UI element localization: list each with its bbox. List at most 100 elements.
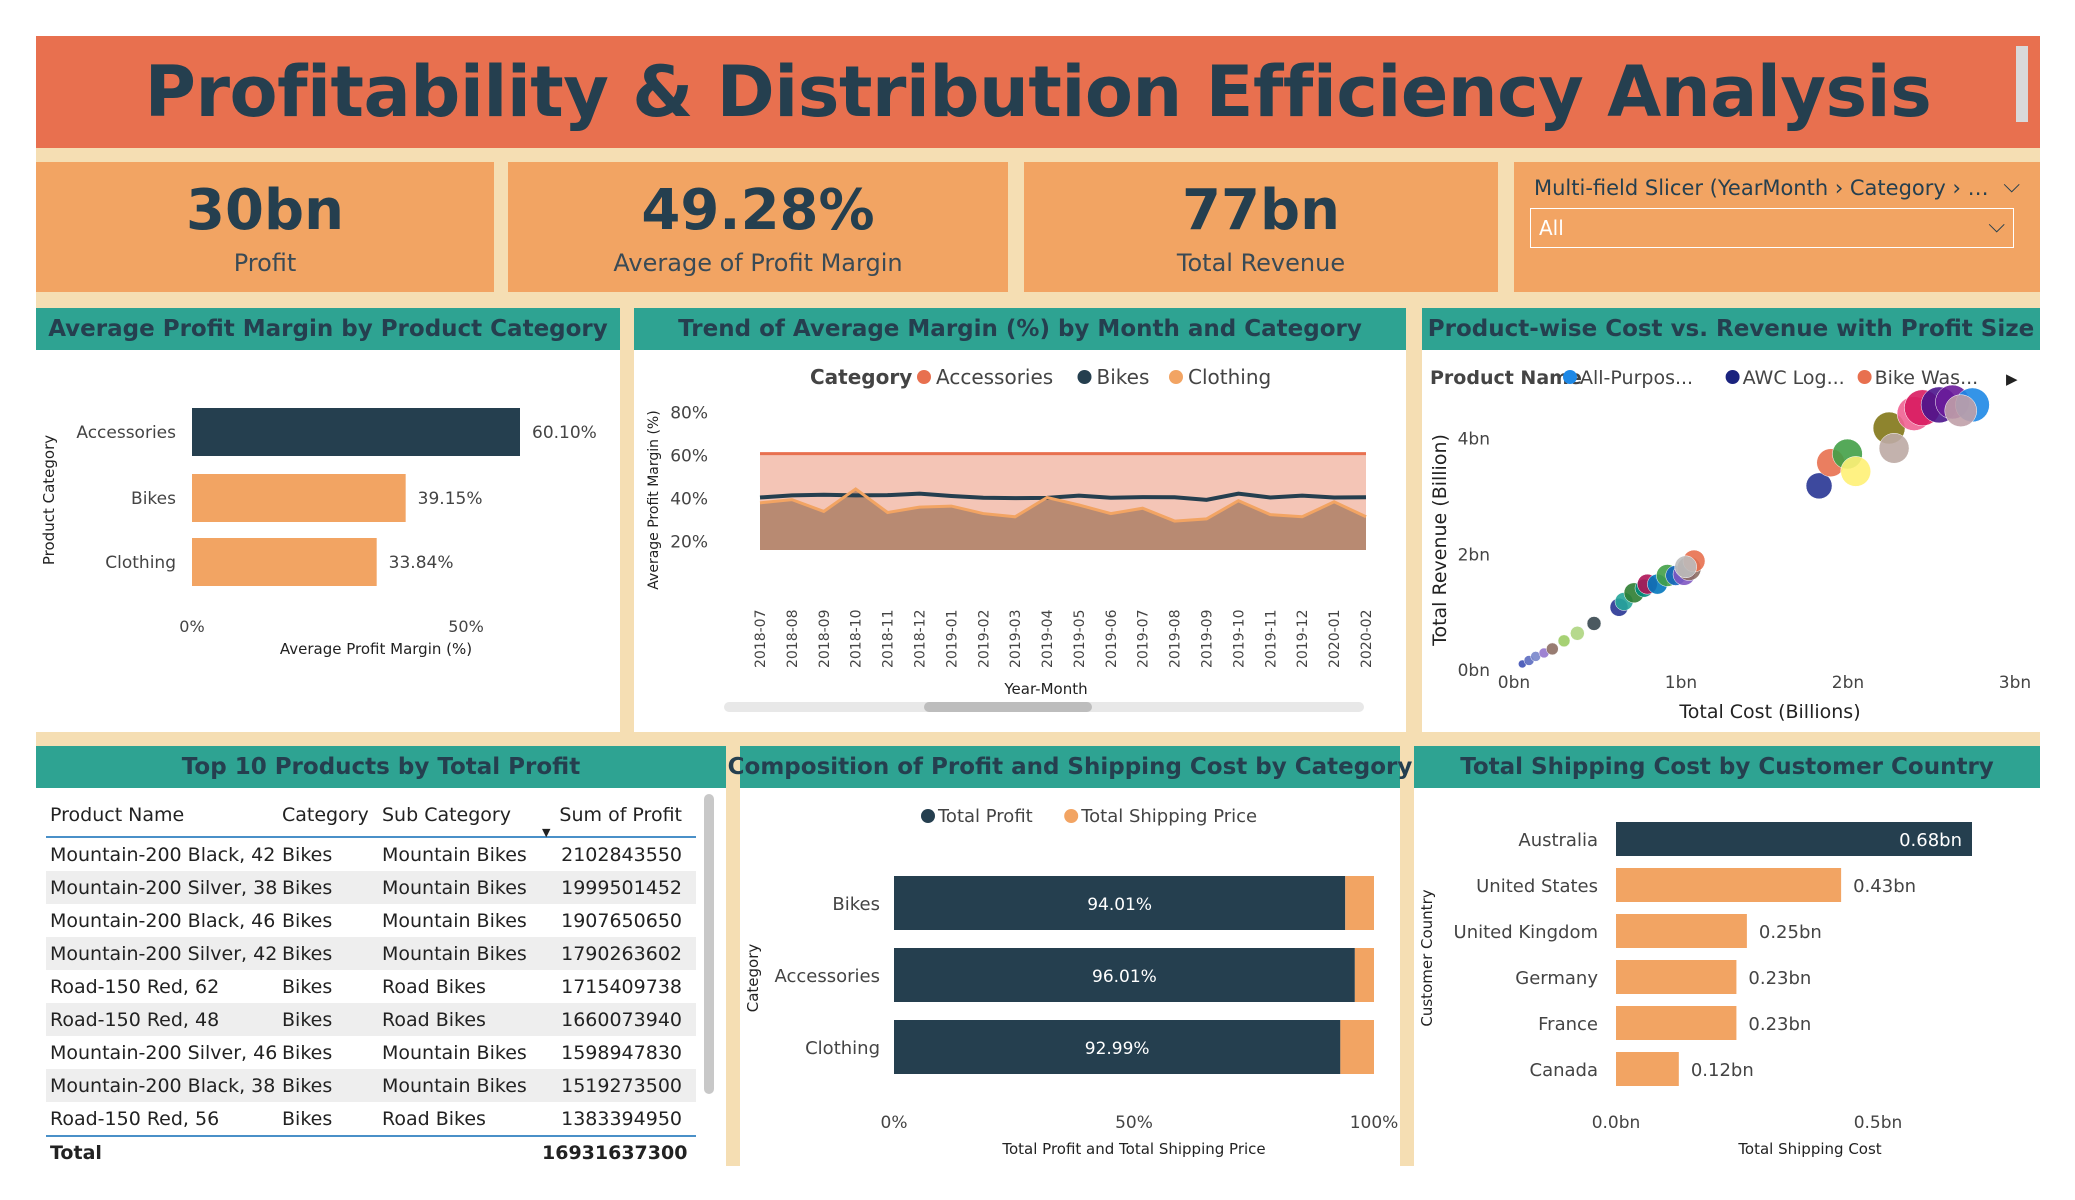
- chart-title: Composition of Profit and Shipping Cost …: [727, 754, 1413, 780]
- y-tick-label: 20%: [670, 532, 708, 552]
- x-tick-label: 2019-07: [1136, 610, 1152, 669]
- category-label: France: [1538, 1014, 1598, 1035]
- y-axis-label: Category: [744, 944, 762, 1013]
- table-cell: Bikes: [282, 909, 333, 932]
- data-label: 60.10%: [532, 423, 597, 443]
- chart-title: Trend of Average Margin (%) by Month and…: [678, 316, 1362, 342]
- column-header-subcategory[interactable]: Sub Category: [382, 804, 511, 826]
- legend-marker: [1857, 370, 1872, 384]
- table-cell: Bikes: [282, 1074, 333, 1097]
- panel-margin-trend: Trend of Average Margin (%) by Month and…: [634, 308, 1406, 732]
- table-cell: Road Bikes: [382, 1008, 486, 1031]
- dashboard-title: Profitability & Distribution Efficiency …: [144, 51, 1932, 133]
- x-tick-label: 2018-08: [785, 610, 801, 669]
- slicer-dropdown[interactable]: All ⌵: [1530, 208, 2014, 248]
- y-tick-label: 2bn: [1458, 545, 1490, 565]
- panel-cost-vs-revenue: Product-wise Cost vs. Revenue with Profi…: [1422, 308, 2040, 732]
- table-cell: 1907650650: [561, 909, 682, 932]
- x-tick-label: 2019-04: [1040, 609, 1056, 668]
- kpi-margin-label: Average of Profit Margin: [613, 248, 903, 277]
- kpi-card-revenue: 77bn Total Revenue: [1024, 162, 1498, 292]
- x-tick-label: 2018-12: [912, 610, 928, 669]
- sort-descending-icon[interactable]: ▼: [542, 826, 551, 839]
- column-header-profit[interactable]: Sum of Profit ▼: [542, 804, 686, 839]
- table-row[interactable]: Mountain-200 Silver, 46 Bikes Mountain Bik…: [46, 1036, 696, 1069]
- table-cell: Mountain-200 Black, 42: [50, 843, 276, 866]
- table-scrollbar[interactable]: [704, 794, 714, 1094]
- profit-shipping-composition-chart: Total Profit Total Shipping Price 94.01% Bi…: [744, 806, 1398, 1158]
- data-label: 94.01%: [1087, 895, 1152, 915]
- table-row[interactable]: Road-150 Red, 62 Bikes Road Bikes 171540973…: [46, 970, 696, 1003]
- shipping-by-country-chart: Australia 0.68bn United States 0.43bn United…: [1418, 822, 1972, 1158]
- x-tick-label: 2018-09: [817, 610, 833, 669]
- chevron-down-icon[interactable]: ⌵: [1988, 213, 2005, 238]
- table-cell: Mountain Bikes: [382, 1041, 527, 1064]
- table-row[interactable]: Mountain-200 Black, 38 Bikes Mountain Bike…: [46, 1069, 696, 1102]
- data-label: 0.23bn: [1748, 968, 1811, 989]
- table-cell: Mountain-200 Silver, 38: [50, 876, 278, 899]
- area-clothing: [760, 488, 1366, 550]
- x-axis-label: Year-Month: [1003, 680, 1087, 698]
- scatter-point: [1586, 616, 1602, 631]
- table-row[interactable]: Mountain-200 Silver, 42 Bikes Mountain Bik…: [46, 937, 696, 970]
- legend-label: Clothing: [1188, 365, 1271, 389]
- y-tick-label: 80%: [670, 404, 708, 424]
- scatter-point: [1557, 634, 1571, 648]
- x-tick-label: 2019-12: [1295, 610, 1311, 669]
- table-cell: Bikes: [282, 1107, 333, 1130]
- scatter-point: [1840, 456, 1871, 487]
- bar-france: [1616, 1006, 1737, 1040]
- x-tick-label: 2018-11: [881, 610, 897, 669]
- x-tick-label: 2019-05: [1072, 610, 1088, 669]
- legend-label: Total Shipping Price: [1080, 806, 1257, 827]
- kpi-profit-label: Profit: [233, 248, 297, 277]
- y-axis-label: Average Profit Margin (%): [646, 410, 662, 589]
- table-row[interactable]: Road-150 Red, 48 Bikes Road Bikes 166007394…: [46, 1003, 696, 1036]
- bar-clothing: [192, 538, 377, 586]
- scatter-point: [1546, 642, 1559, 656]
- table-row[interactable]: Mountain-200 Silver, 38 Bikes Mountain Bik…: [46, 871, 696, 904]
- x-tick-label: 2bn: [1832, 673, 1864, 693]
- column-header-product[interactable]: Product Name: [50, 804, 185, 826]
- chart-title: Average Profit Margin by Product Categor…: [48, 316, 608, 342]
- table-cell: 1519273500: [561, 1074, 682, 1097]
- x-axis-label: Total Profit and Total Shipping Price: [1001, 1140, 1265, 1158]
- column-header-category[interactable]: Category: [282, 804, 369, 826]
- table-cell: Road-150 Red, 48: [50, 1008, 220, 1031]
- kpi-revenue-label: Total Revenue: [1176, 248, 1346, 277]
- kpi-profit-value: 30bn: [186, 177, 344, 243]
- table-row[interactable]: Road-150 Red, 56 Bikes Road Bikes 138339495…: [46, 1102, 696, 1135]
- collapse-chevron-icon[interactable]: ⌵: [2003, 172, 2020, 197]
- table-cell: Mountain-200 Silver, 46: [50, 1041, 278, 1064]
- table-header-row: Product Name Category Sub Category Sum o…: [46, 794, 696, 839]
- scatter-point: [1878, 433, 1910, 464]
- table-body: Mountain-200 Black, 42 Bikes Mountain Bike…: [46, 838, 696, 1135]
- panel-header: Top 10 Products by Total Profit: [36, 746, 726, 788]
- panel-profit-shipping-composition: Composition of Profit and Shipping Cost …: [728, 746, 1412, 1166]
- table-cell: Mountain Bikes: [382, 876, 527, 899]
- kpi-card-profit: 30bn Profit: [36, 162, 494, 292]
- total-value: 16931637300: [542, 1141, 688, 1164]
- table-cell: Bikes: [282, 843, 333, 866]
- bar-australia: [1616, 822, 1972, 856]
- x-tick-label: 2019-01: [944, 610, 960, 669]
- bar-profit-bikes: [894, 876, 1346, 930]
- y-tick-label: 4bn: [1458, 430, 1490, 450]
- legend-title: Product Name: [1430, 367, 1582, 389]
- scrollbar-handle[interactable]: [2016, 46, 2028, 122]
- table-row[interactable]: Mountain-200 Black, 42 Bikes Mountain Bike…: [46, 838, 696, 871]
- data-label: 92.99%: [1085, 1039, 1150, 1059]
- panel-header: Total Shipping Cost by Customer Country: [1414, 746, 2040, 788]
- table-row[interactable]: Mountain-200 Black, 46 Bikes Mountain Bike…: [46, 904, 696, 937]
- chart-title: Product-wise Cost vs. Revenue with Profi…: [1427, 316, 2035, 342]
- margin-by-category-chart: Accessories 60.10% Bikes 39.15% Clothing 33.8…: [40, 408, 597, 658]
- legend-marker: [1169, 370, 1183, 384]
- category-label: Accessories: [775, 966, 881, 987]
- x-tick-label: 2019-02: [976, 610, 992, 669]
- bar-united-kingdom: [1616, 914, 1747, 948]
- category-label: Australia: [1518, 830, 1598, 851]
- x-tick-label: 2019-11: [1263, 610, 1279, 669]
- x-axis-label: Total Cost (Billions): [1678, 701, 1860, 723]
- bar-shipping-clothing: [1340, 1020, 1374, 1074]
